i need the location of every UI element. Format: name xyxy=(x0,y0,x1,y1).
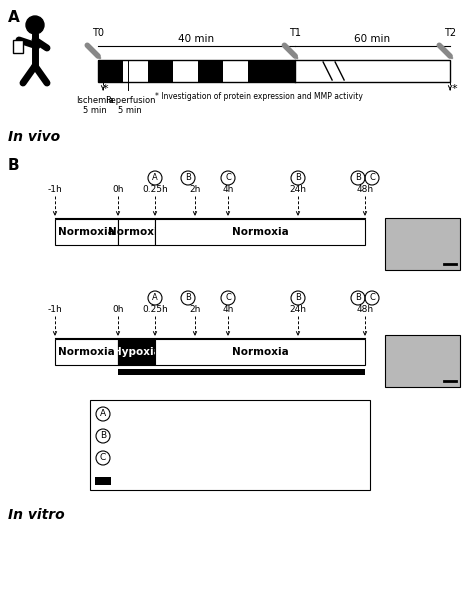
Text: 48h: 48h xyxy=(356,185,374,194)
Bar xyxy=(118,219,155,245)
Text: Normoxia: Normoxia xyxy=(58,347,115,357)
Bar xyxy=(198,60,223,82)
Text: 0.25h: 0.25h xyxy=(142,305,168,314)
Text: C: C xyxy=(100,453,106,462)
Text: -1h: -1h xyxy=(47,185,63,194)
Text: B: B xyxy=(185,293,191,302)
Text: Ischemia
5 min: Ischemia 5 min xyxy=(76,96,114,115)
Bar xyxy=(13,40,23,53)
Bar xyxy=(248,60,295,82)
Text: B: B xyxy=(355,174,361,183)
Text: Hypoxia: Hypoxia xyxy=(113,347,160,357)
Text: *: * xyxy=(452,84,457,94)
Text: Normoxia: Normoxia xyxy=(108,227,165,237)
Text: B: B xyxy=(185,174,191,183)
Text: A: A xyxy=(152,174,158,183)
Bar xyxy=(148,60,173,82)
Text: C: C xyxy=(369,293,375,302)
Bar xyxy=(118,369,365,375)
Text: B: B xyxy=(8,158,19,173)
Text: * Investigation of protein expression and MMP activity: * Investigation of protein expression an… xyxy=(155,92,363,101)
Text: B: B xyxy=(295,293,301,302)
Text: 0h: 0h xyxy=(112,185,124,194)
Text: *: * xyxy=(102,84,108,94)
Text: Investigation of cell damage and apoptosis: Investigation of cell damage and apoptos… xyxy=(114,431,310,440)
Text: Normoxia: Normoxia xyxy=(232,227,288,237)
Text: In vitro: In vitro xyxy=(8,508,64,522)
Text: T2: T2 xyxy=(444,28,456,38)
Text: 40 min: 40 min xyxy=(179,34,215,44)
Text: T0: T0 xyxy=(92,28,104,38)
Text: 24h: 24h xyxy=(290,305,307,314)
Bar xyxy=(385,335,460,387)
Text: Reperfusion
5 min: Reperfusion 5 min xyxy=(105,96,155,115)
Text: 2h: 2h xyxy=(189,185,201,194)
Bar xyxy=(98,60,450,82)
Text: A: A xyxy=(100,409,106,418)
Bar xyxy=(155,339,365,365)
Text: Normoxia: Normoxia xyxy=(232,347,288,357)
Bar xyxy=(55,219,118,245)
Text: 60 min: 60 min xyxy=(355,34,391,44)
Text: In vivo: In vivo xyxy=(8,130,60,144)
Text: 0h: 0h xyxy=(112,305,124,314)
Text: A: A xyxy=(152,293,158,302)
Bar xyxy=(173,60,198,82)
Text: 4h: 4h xyxy=(222,305,234,314)
Text: 4h: 4h xyxy=(222,185,234,194)
Text: 48h: 48h xyxy=(356,305,374,314)
Text: T1: T1 xyxy=(289,28,301,38)
Text: Investigation of gene expression: Investigation of gene expression xyxy=(114,409,262,418)
Text: B: B xyxy=(355,293,361,302)
Text: A: A xyxy=(8,10,20,25)
Bar xyxy=(118,339,155,365)
Text: B: B xyxy=(100,431,106,440)
Text: Addition of sera T0, T1 or T2 or MMP-2 + MMP-9: Addition of sera T0, T1 or T2 or MMP-2 +… xyxy=(114,478,330,487)
Text: C: C xyxy=(369,174,375,183)
Bar xyxy=(95,477,111,485)
Bar xyxy=(155,219,365,245)
Bar xyxy=(98,60,123,82)
Text: 2h: 2h xyxy=(189,305,201,314)
Bar xyxy=(223,60,248,82)
Text: 24h: 24h xyxy=(290,185,307,194)
Circle shape xyxy=(26,16,44,34)
Text: B: B xyxy=(295,174,301,183)
Text: Normoxia: Normoxia xyxy=(58,227,115,237)
Bar xyxy=(385,218,460,270)
Text: Investigation of protein expression/phosphorylation: Investigation of protein expression/phos… xyxy=(114,453,348,462)
Bar xyxy=(90,400,370,490)
Bar xyxy=(123,60,148,82)
Bar xyxy=(55,339,118,365)
Text: -1h: -1h xyxy=(47,305,63,314)
Bar xyxy=(295,60,450,82)
Text: C: C xyxy=(225,174,231,183)
Text: 0.25h: 0.25h xyxy=(142,185,168,194)
Text: C: C xyxy=(225,293,231,302)
